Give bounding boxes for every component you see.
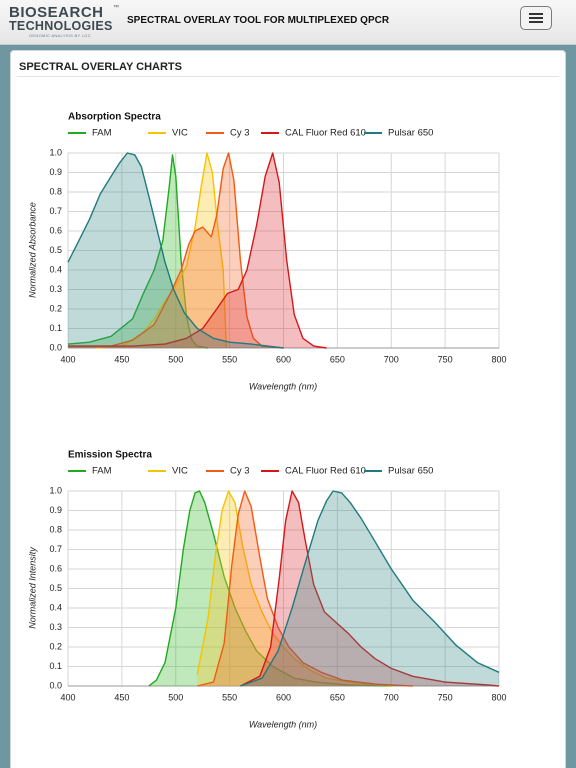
y-tick-label: 0.8 — [49, 524, 62, 534]
legend-label: Cy 3 — [230, 128, 250, 139]
series-line-2 — [197, 490, 413, 687]
menu-icon-bar — [529, 21, 543, 23]
y-tick-label: 1.0 — [49, 147, 62, 157]
y-tick-label: 0.6 — [49, 225, 62, 235]
series-line-3 — [68, 152, 327, 349]
legend-label: VIC — [172, 128, 188, 139]
series-line-1 — [94, 152, 228, 349]
legend-label: FAM — [92, 466, 112, 477]
x-tick-label: 500 — [168, 354, 183, 364]
series-area-0 — [148, 491, 392, 686]
x-axis-title: Wavelength (nm) — [249, 719, 317, 729]
x-tick-label: 550 — [222, 692, 237, 702]
legend-label: Cy 3 — [230, 466, 250, 477]
x-tick-label: 550 — [222, 354, 237, 364]
y-tick-label: 0.7 — [49, 206, 62, 216]
y-tick-label: 0.5 — [49, 245, 62, 255]
emission-spectra-chart[interactable]: Emission Spectra FAM VIC Cy 3 CAL Fluor Red … — [11, 445, 567, 735]
series-line-2 — [68, 152, 284, 349]
series-area-1 — [197, 491, 392, 686]
y-tick-label: 0.3 — [49, 284, 62, 294]
y-tick-label: 0.0 — [49, 342, 62, 352]
x-tick-label: 800 — [491, 692, 506, 702]
y-tick-label: 0.5 — [49, 583, 62, 593]
series-line-1 — [196, 490, 392, 687]
x-tick-label: 750 — [438, 354, 453, 364]
menu-icon-bar — [529, 13, 543, 15]
x-tick-label: 750 — [438, 692, 453, 702]
series-area-2 — [197, 491, 413, 686]
y-tick-label: 0.7 — [49, 544, 62, 554]
series-line-3 — [240, 490, 500, 687]
y-tick-label: 0.2 — [49, 303, 62, 313]
legend-label: CAL Fluor Red 610 — [285, 128, 366, 139]
series-area-4 — [240, 491, 499, 686]
y-tick-label: 0.0 — [49, 680, 62, 690]
y-tick-label: 0.8 — [49, 186, 62, 196]
chart-title: Emission Spectra — [68, 450, 152, 461]
logo-main-text: BIOSEARCH — [9, 4, 104, 21]
series-line-0 — [148, 490, 392, 687]
y-tick-label: 0.1 — [49, 323, 62, 333]
y-tick-label: 0.4 — [49, 602, 62, 612]
x-axis-title: Wavelength (nm) — [249, 381, 317, 391]
hamburger-menu-button[interactable] — [520, 6, 552, 30]
x-tick-label: 450 — [114, 692, 129, 702]
menu-icon-bar — [529, 17, 543, 19]
logo-sub-text: TECHNOLOGIES — [9, 19, 113, 33]
logo-trademark: ™ — [113, 5, 119, 11]
series-area-3 — [68, 153, 327, 348]
legend-label: FAM — [92, 128, 112, 139]
y-tick-label: 0.1 — [49, 661, 62, 671]
x-tick-label: 650 — [330, 692, 345, 702]
series-line-0 — [67, 154, 209, 349]
panel-title: SPECTRAL OVERLAY CHARTS — [19, 61, 182, 73]
series-line-4 — [67, 152, 284, 349]
y-axis-title: Normalized Absorbance — [27, 202, 37, 298]
y-tick-label: 0.6 — [49, 563, 62, 573]
x-tick-label: 400 — [60, 692, 75, 702]
series-area-0 — [68, 154, 209, 348]
series-area-2 — [68, 153, 284, 348]
y-tick-label: 0.4 — [49, 264, 62, 274]
series-area-1 — [94, 153, 227, 348]
x-tick-label: 400 — [60, 354, 75, 364]
x-tick-label: 800 — [491, 354, 506, 364]
y-tick-label: 0.3 — [49, 622, 62, 632]
y-tick-label: 0.2 — [49, 641, 62, 651]
x-tick-label: 700 — [384, 692, 399, 702]
x-tick-label: 600 — [276, 354, 291, 364]
logo-tagline: GENOMIC ANALYSIS BY LGC — [29, 33, 91, 38]
x-tick-label: 450 — [114, 354, 129, 364]
y-tick-label: 0.9 — [49, 505, 62, 515]
absorption-spectra-chart[interactable]: Absorption Spectra FAM VIC Cy 3 CAL Fluor Re… — [11, 107, 567, 397]
series-line-4 — [240, 490, 500, 687]
panel-divider — [17, 76, 559, 77]
x-tick-label: 600 — [276, 692, 291, 702]
app-header: BIOSEARCH ™ TECHNOLOGIES GENOMIC ANALYSI… — [0, 0, 576, 45]
x-tick-label: 500 — [168, 692, 183, 702]
y-tick-label: 0.9 — [49, 167, 62, 177]
biosearch-logo[interactable]: BIOSEARCH ™ TECHNOLOGIES GENOMIC ANALYSI… — [9, 4, 119, 39]
y-tick-label: 1.0 — [49, 485, 62, 495]
y-axis-title: Normalized Intensity — [27, 547, 37, 629]
legend-label: Pulsar 650 — [388, 466, 433, 477]
x-tick-label: 650 — [330, 354, 345, 364]
spectral-charts-panel: SPECTRAL OVERLAY CHARTS Absorption Spect… — [10, 50, 566, 768]
series-area-4 — [68, 153, 284, 348]
legend-label: VIC — [172, 466, 188, 477]
chart-title: Absorption Spectra — [68, 112, 161, 123]
legend-label: CAL Fluor Red 610 — [285, 466, 366, 477]
x-tick-label: 700 — [384, 354, 399, 364]
page-title: SPECTRAL OVERLAY TOOL FOR MULTIPLEXED QP… — [127, 15, 390, 26]
legend-label: Pulsar 650 — [388, 128, 433, 139]
